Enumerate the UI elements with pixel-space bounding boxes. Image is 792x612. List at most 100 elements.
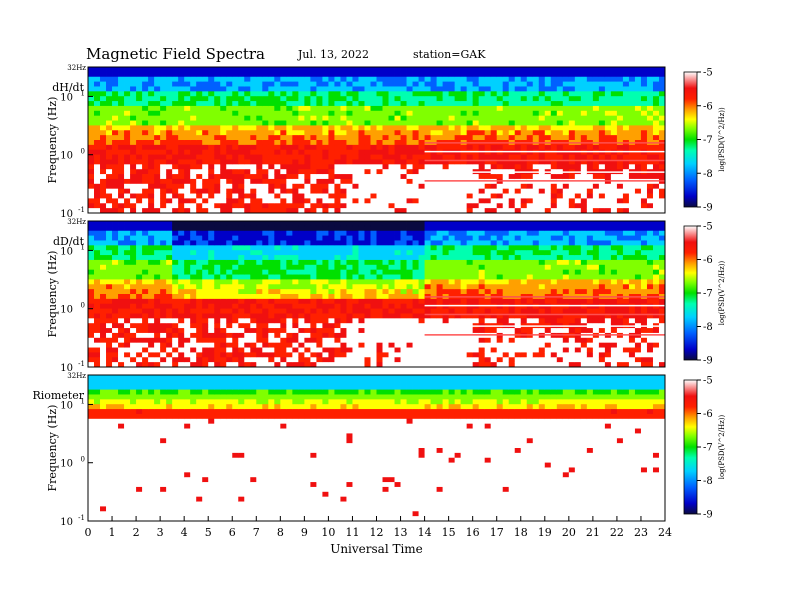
spectrogram-cell [88, 357, 95, 363]
spectrogram-cell [292, 135, 299, 141]
spectrogram-cell [220, 245, 227, 251]
spectrogram-cell [130, 101, 137, 107]
spectrogram-cell [196, 193, 203, 199]
spectrogram-cell [406, 144, 413, 151]
spectrogram-cell [148, 284, 155, 290]
spectrogram-cell [310, 76, 317, 82]
spectrogram-cell [340, 225, 347, 232]
spectrogram-cell [250, 347, 257, 353]
spectrogram-cell [208, 279, 215, 285]
spectrogram-cell [196, 357, 203, 363]
spectrogram-cell [250, 342, 257, 348]
spectrogram-cell [652, 159, 660, 165]
spectrogram-cell [346, 105, 353, 112]
spectrogram-cell [562, 159, 570, 165]
spectrogram-cell [634, 183, 642, 190]
spectrogram-cell [340, 308, 347, 314]
spectrogram-cell [538, 154, 546, 160]
spectrogram-cell [448, 164, 456, 170]
spectrogram-cell [178, 347, 185, 353]
spectrogram-cell [208, 342, 215, 348]
spectrogram-cell [550, 96, 558, 102]
spectrogram-cell [214, 342, 221, 348]
spectrogram-cell [454, 284, 462, 290]
spectrogram-cell [262, 303, 269, 309]
spectrogram-cell [226, 76, 233, 82]
spectrogram-cell [448, 337, 456, 344]
spectrogram-cell [538, 71, 546, 78]
spectrogram-cell [556, 198, 564, 204]
spectrogram-cell [124, 303, 131, 309]
spectrogram-cell [418, 159, 425, 165]
spectrogram-cell [454, 159, 462, 165]
spectrogram-cell [616, 203, 624, 209]
spectrogram-cell [406, 105, 413, 112]
spectrogram-cell [142, 159, 149, 165]
spectrogram-cell [166, 67, 173, 73]
spectrogram-cell [658, 198, 666, 204]
spectrogram-cell [328, 255, 335, 261]
spectrogram-cell [370, 91, 377, 97]
spectrogram-cell [160, 328, 167, 334]
spectrogram-cell [364, 125, 371, 131]
spectrogram-cell [526, 101, 534, 107]
spectrogram-cell [442, 188, 450, 194]
spectrogram-cell [394, 230, 401, 236]
spectrogram-cell [118, 193, 125, 199]
spectrogram-cell [190, 279, 197, 285]
spectrogram-cell [148, 240, 155, 246]
spectrogram-cell [484, 105, 492, 112]
spectrogram-cell [196, 308, 203, 314]
spectrogram-cell [538, 105, 546, 112]
spectrogram-cell [130, 332, 137, 339]
spectrogram-cell [430, 308, 437, 314]
spectrogram-cell [508, 130, 516, 136]
spectrogram-cell [514, 208, 522, 214]
spectrogram-cell [178, 164, 185, 170]
spectrogram-cell [124, 230, 131, 236]
spectrogram-cell [418, 174, 425, 180]
spectrogram-cell [568, 86, 576, 92]
spectrogram-cell [172, 352, 179, 358]
spectrogram-cell [538, 86, 546, 92]
spectrogram-cell [214, 86, 221, 92]
spectrogram-cell [376, 255, 383, 261]
spectrogram-cell [160, 105, 167, 112]
spectrogram-cell [574, 193, 582, 199]
spectrogram-cell [598, 86, 606, 92]
spectrogram-cell [208, 225, 215, 232]
spectrogram-cell [382, 208, 389, 214]
spectrogram-cell [424, 96, 431, 102]
spectrogram-cell [640, 198, 648, 204]
spectrogram-cell [322, 105, 329, 112]
spectrogram-cell [316, 174, 323, 180]
spectrogram-cell [220, 279, 227, 285]
spectrogram-cell [208, 193, 215, 199]
spectrogram-cell [208, 332, 215, 339]
spectrogram-cell [466, 198, 474, 204]
spectrogram-cell [634, 71, 642, 78]
spectrogram-cell [418, 183, 425, 190]
spectrogram-cell [184, 183, 191, 190]
spectrogram-cell [88, 264, 95, 271]
spectrogram-cell [196, 130, 203, 136]
spectrogram-cell [112, 164, 119, 170]
spectrogram-cell [262, 154, 269, 160]
spectrogram-cell [196, 86, 203, 92]
spectrogram-cell [178, 154, 185, 160]
spectrogram-cell [184, 81, 191, 87]
spectrogram-cell [352, 96, 359, 102]
spectrogram-cell [250, 125, 257, 131]
spectrogram-cell [310, 279, 317, 285]
spectrogram-cell [424, 279, 431, 285]
spectrogram-cell [358, 342, 365, 348]
spectrogram-cell [304, 225, 311, 232]
spectrogram-cell [130, 274, 137, 280]
spectrogram-cell [418, 318, 425, 324]
spectrogram-cell [334, 86, 341, 92]
spectrogram-cell [592, 135, 600, 141]
spectrogram-cell [118, 303, 125, 309]
spectrogram-cell [160, 164, 167, 170]
spectrogram-cell [304, 203, 311, 209]
spectrogram-cell [262, 144, 269, 151]
